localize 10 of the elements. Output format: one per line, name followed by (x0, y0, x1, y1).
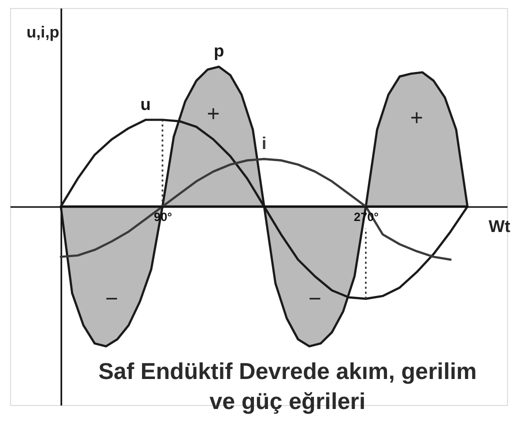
x-axis-title: Wt (488, 217, 511, 236)
annotation: − (308, 286, 322, 311)
annotation: − (105, 286, 118, 311)
series-label: p (214, 42, 224, 61)
series-label: u (140, 94, 151, 114)
text: Saf Endüktif Devrede akım, gerilim ve güç eğrileri (98, 358, 477, 414)
annotation: + (410, 104, 424, 130)
annotation: + (206, 101, 220, 126)
y-axis-title: u,i,p (26, 24, 60, 42)
series-label: i (262, 134, 267, 153)
